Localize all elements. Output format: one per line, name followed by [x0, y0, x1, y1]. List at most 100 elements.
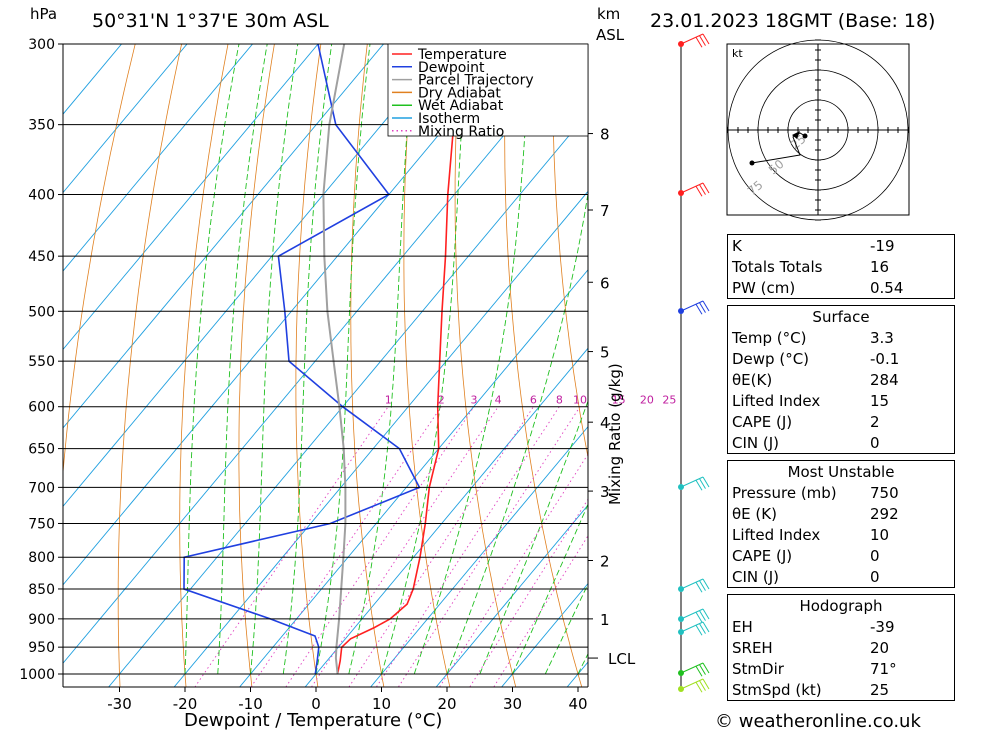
index-label: K — [732, 236, 742, 255]
index-value: 0.54 — [870, 278, 904, 297]
mixing-ratio-label: 20 — [640, 394, 654, 407]
dry-adiabat — [238, 44, 275, 687]
index-label: Pressure (mb) — [732, 483, 837, 502]
index-row: Lifted Index 10 — [728, 524, 955, 545]
legend-label: Parcel Trajectory — [418, 73, 534, 89]
wet-adiabat — [381, 44, 468, 675]
index-value: -19 — [870, 236, 895, 255]
index-row: CIN (J) 0 — [728, 566, 955, 588]
index-value: -0.1 — [870, 349, 900, 368]
index-row: Temp (°C) 3.3 — [728, 327, 955, 348]
most-unstable-table: Most Unstable Pressure (mb) 750 θE (K) 292 Li… — [727, 460, 955, 588]
index-value: 3.3 — [870, 328, 894, 347]
hpa-label: hPa — [30, 5, 58, 23]
mixing-ratio-line — [439, 453, 588, 687]
mixing-ratio-line — [469, 498, 588, 687]
km-tick-label: 7 — [600, 202, 610, 220]
pressure-tick-label: 900 — [28, 612, 55, 628]
km-tick-label: 5 — [600, 344, 610, 362]
mixing-ratio-label: 3 — [471, 394, 478, 407]
km-tick-label: 8 — [600, 126, 610, 144]
wet-adiabat — [217, 44, 268, 675]
pressure-tick-label: 550 — [28, 354, 55, 370]
index-value: 0 — [870, 433, 880, 452]
index-row: Dewp (°C) -0.1 — [728, 348, 955, 369]
pressure-tick-label: 300 — [28, 37, 55, 53]
wet-adiabat — [250, 44, 299, 675]
mixing-ratio-label: 6 — [530, 394, 537, 407]
index-row: Pressure (mb) 750 — [728, 482, 955, 503]
km-tick-label: 1 — [600, 611, 610, 629]
location-title: 50°31'N 1°37'E 30m ASL — [92, 10, 329, 32]
dry-adiabat — [295, 44, 322, 687]
dry-adiabat — [63, 44, 136, 478]
wind-barb — [680, 678, 710, 693]
wet-adiabat — [413, 44, 531, 675]
mixing-ratio-line — [194, 406, 389, 687]
index-value: 20 — [870, 638, 890, 657]
index-value: 25 — [870, 680, 890, 699]
index-value: 16 — [870, 257, 890, 276]
wet-adiabat — [184, 44, 240, 675]
x-tick-label: 10 — [372, 695, 391, 713]
wet-adiabat — [282, 44, 333, 675]
mixing-ratio-label: 2 — [438, 394, 445, 407]
dry-adiabat — [967, 26, 1000, 699]
isotherm-line — [108, 112, 588, 687]
km-label: km — [597, 5, 621, 23]
mixing-ratio-label: 1 — [385, 394, 392, 407]
index-label: Dewp (°C) — [732, 349, 810, 368]
index-row: StmDir 71° — [728, 658, 955, 679]
mixing-ratio-line — [493, 534, 588, 687]
mixing-ratio-line — [375, 406, 560, 687]
table-title: Hodograph — [799, 596, 883, 615]
x-tick-label: 30 — [503, 695, 522, 713]
index-value: -39 — [870, 617, 895, 636]
index-label: θE (K) — [732, 504, 777, 523]
isotherm-line — [239, 269, 588, 687]
index-label: CIN (J) — [732, 567, 780, 586]
isotherm-line — [370, 425, 588, 687]
pressure-tick-label: 800 — [28, 550, 55, 566]
wet-adiabat — [446, 190, 588, 675]
legend-label: Temperature — [417, 47, 507, 63]
wind-barb — [680, 476, 710, 491]
surface-table: Surface Temp (°C) 3.3 Dewp (°C) -0.1 θE(K) 284… — [727, 305, 955, 454]
footer-copyright: © weatheronline.co.uk — [715, 711, 921, 732]
legend-label: Isotherm — [418, 111, 480, 127]
isotherm-line — [63, 44, 385, 429]
index-label: EH — [732, 617, 753, 636]
x-tick-label: 40 — [568, 695, 587, 713]
index-row: CAPE (J) 0 — [728, 545, 955, 566]
index-label: PW (cm) — [732, 278, 796, 297]
pressure-tick-label: 750 — [28, 516, 55, 532]
index-value: 284 — [870, 370, 899, 389]
table-title: Most Unstable — [787, 462, 895, 481]
hodograph-trace — [751, 132, 806, 164]
mixing-ratio-line — [397, 406, 581, 687]
index-label: CAPE (J) — [732, 546, 793, 565]
index-label: CAPE (J) — [732, 412, 793, 431]
dry-adiabat — [504, 44, 583, 687]
index-row: SREH 20 — [728, 637, 955, 658]
pressure-tick-label: 950 — [28, 640, 55, 656]
mixing-ratio-line — [250, 406, 442, 687]
index-value: 15 — [870, 391, 890, 410]
km-tick-label: 3 — [600, 483, 610, 501]
index-row: θE (K) 292 — [728, 503, 955, 524]
index-label: Lifted Index — [732, 525, 821, 544]
storm-motion-marker — [792, 131, 800, 139]
index-value: 10 — [870, 525, 890, 544]
dry-adiabat — [454, 44, 517, 687]
wind-barb — [680, 662, 710, 677]
index-row: Lifted Index 15 — [728, 390, 955, 411]
wind-barb — [680, 182, 710, 197]
km-tick-label: 6 — [600, 274, 610, 292]
table-title-row: Most Unstable — [728, 461, 955, 483]
x-tick-label: 20 — [437, 695, 456, 713]
isotherm-line — [63, 44, 254, 272]
hodograph-indices-table: Hodograph EH -39 SREH 20 StmDir 71° StmSpd (kt)… — [727, 594, 955, 701]
index-value: 0 — [870, 567, 880, 586]
wet-adiabat — [479, 399, 588, 675]
